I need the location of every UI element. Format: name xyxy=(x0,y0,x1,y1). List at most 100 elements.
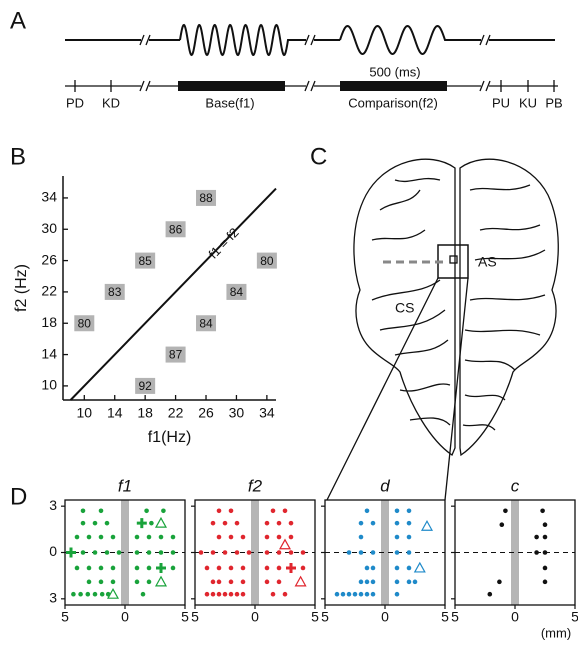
neuron-dot xyxy=(149,520,154,526)
neuron-dot xyxy=(364,508,370,514)
axis-break xyxy=(310,34,316,46)
neuron-dot xyxy=(503,508,508,514)
neuron-dot xyxy=(364,579,370,585)
neuron-dot xyxy=(364,591,370,597)
neuron-dot xyxy=(542,565,548,571)
neuron-triangle xyxy=(154,575,168,587)
neuron-dot xyxy=(71,591,76,597)
axis-break xyxy=(145,80,151,92)
neuron-dot xyxy=(240,579,246,585)
brain-diagram: AS CS xyxy=(326,158,559,501)
stimulus-pair xyxy=(256,252,277,269)
neuron-dot xyxy=(276,550,282,555)
neuron-dot xyxy=(110,565,116,571)
neuron-dot xyxy=(364,565,370,571)
neuron-dot xyxy=(240,565,246,571)
y-tick-label: 30 xyxy=(41,220,57,236)
neuron-dot xyxy=(370,520,376,526)
neuron-dot xyxy=(158,534,164,540)
stimulus-period xyxy=(340,81,447,91)
neuron-dot xyxy=(99,591,105,597)
neuron-dot xyxy=(264,565,270,571)
neuron-dot xyxy=(210,579,216,585)
neuron-dot xyxy=(146,579,152,585)
neuron-dot xyxy=(86,565,92,571)
neuron-dot xyxy=(240,534,246,540)
y-tick-label: 10 xyxy=(41,377,57,393)
neuron-dot xyxy=(240,591,246,597)
x-tick-label: 18 xyxy=(137,405,153,421)
neuron-dot xyxy=(228,565,234,571)
stimulus-pair xyxy=(226,283,247,300)
neuron-dot xyxy=(412,579,418,585)
performance-label: 85 xyxy=(138,254,152,268)
x-tick-label: 0 xyxy=(121,609,129,625)
neuron-triangle xyxy=(154,516,168,528)
axis-break xyxy=(485,80,491,92)
neuron-dot xyxy=(534,550,539,555)
neuron-dot xyxy=(340,591,346,597)
neuron-dot xyxy=(234,591,240,597)
neuron-dot xyxy=(204,591,210,597)
neuron-dot xyxy=(222,520,228,526)
neuron-dot xyxy=(406,508,412,514)
neuron-dot xyxy=(110,534,116,540)
y-tick-label: 3 xyxy=(49,497,57,513)
neuron-dot xyxy=(334,591,340,597)
neuron-dot xyxy=(78,591,83,597)
neuron-dot xyxy=(542,534,548,540)
scale-label: 500 (ms) xyxy=(369,64,420,79)
recording-site xyxy=(449,255,458,264)
panel-label: A xyxy=(10,7,26,34)
x-tick-label: 5 xyxy=(321,609,329,625)
neuron-dot xyxy=(358,520,364,526)
identity-line xyxy=(69,187,277,401)
neuron-dot xyxy=(80,550,86,555)
axis-break xyxy=(304,34,310,46)
neuron-dot xyxy=(300,565,306,571)
neuron-dot xyxy=(406,579,412,585)
stimulus-pair xyxy=(165,221,186,238)
stimulus-period xyxy=(178,81,285,91)
neuron-dot xyxy=(264,550,270,555)
event-label: PD xyxy=(66,95,84,110)
sulcus xyxy=(371,177,546,431)
neuron-dot xyxy=(86,579,92,585)
sulcus-label: AS xyxy=(478,254,497,270)
performance-label: 80 xyxy=(260,254,274,268)
panel-title: f1 xyxy=(118,476,132,495)
midline-band xyxy=(381,500,389,605)
panel-title: c xyxy=(511,476,520,495)
performance-label: 84 xyxy=(199,316,213,330)
neuron-dot xyxy=(98,534,104,540)
y-tick-label: 0 xyxy=(49,543,57,559)
neuron-plus xyxy=(136,518,147,529)
neuron-dot xyxy=(134,579,140,585)
neuron-dot xyxy=(134,565,140,571)
neuron-dot xyxy=(80,520,86,526)
neuron-plus xyxy=(66,547,76,558)
neuron-dot xyxy=(104,520,110,526)
neuron-dot xyxy=(264,579,270,585)
neuron-dot xyxy=(276,579,282,585)
neuron-dot xyxy=(228,508,234,514)
neuron-dot xyxy=(288,520,294,526)
neuron-dot xyxy=(170,565,176,571)
y-tick-label: 18 xyxy=(41,314,57,330)
x-tick-label: 5 xyxy=(61,609,69,625)
neuron-dot xyxy=(370,565,376,571)
neuron-dot xyxy=(228,579,234,585)
right-hemisphere xyxy=(459,158,559,457)
neuron-dot xyxy=(222,550,228,555)
event-label: KU xyxy=(519,95,537,110)
unit-label: (mm) xyxy=(541,625,571,640)
neuron-dot xyxy=(98,579,104,585)
neuron-plus xyxy=(286,562,296,573)
event-label: KD xyxy=(102,95,120,110)
neuron-dot xyxy=(158,550,164,555)
panel-title: f2 xyxy=(248,476,263,495)
neuron-dot xyxy=(394,550,400,555)
neuron-dot xyxy=(276,565,282,571)
